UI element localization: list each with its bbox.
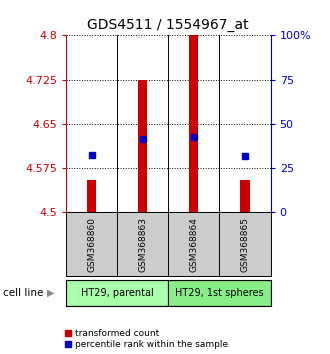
Legend: transformed count, percentile rank within the sample: transformed count, percentile rank withi… bbox=[64, 329, 228, 349]
Title: GDS4511 / 1554967_at: GDS4511 / 1554967_at bbox=[87, 18, 249, 32]
Bar bbox=[138, 80, 147, 212]
Text: HT29, 1st spheres: HT29, 1st spheres bbox=[175, 288, 264, 298]
Bar bbox=[66, 280, 168, 306]
Text: GSM368864: GSM368864 bbox=[189, 217, 198, 272]
Text: GSM368863: GSM368863 bbox=[138, 217, 147, 272]
Bar bbox=[168, 280, 271, 306]
Text: HT29, parental: HT29, parental bbox=[81, 288, 153, 298]
Bar bbox=[241, 180, 249, 212]
Text: GSM368865: GSM368865 bbox=[241, 217, 249, 272]
Text: GSM368860: GSM368860 bbox=[87, 217, 96, 272]
Bar bbox=[87, 180, 96, 212]
Bar bbox=[189, 35, 198, 212]
Text: ▶: ▶ bbox=[48, 288, 55, 298]
Text: cell line: cell line bbox=[3, 288, 44, 298]
